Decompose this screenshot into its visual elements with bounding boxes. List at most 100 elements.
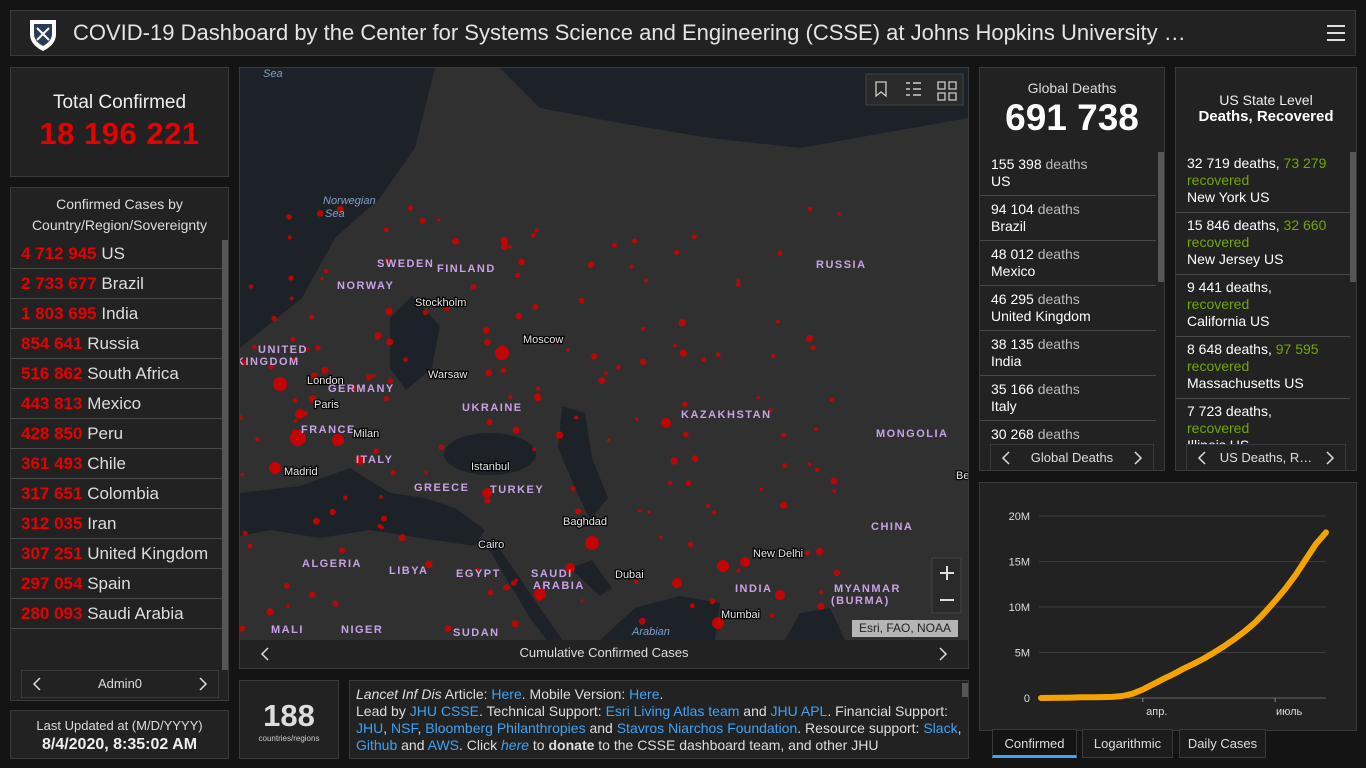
country-row[interactable]: 516 862 South Africa [11, 359, 222, 389]
case-dot [438, 444, 445, 451]
death-row[interactable]: 48 012 deaths Mexico [980, 241, 1156, 286]
case-dot [709, 598, 716, 605]
country-row[interactable]: 2 733 677 Brazil [11, 269, 222, 299]
country-row[interactable]: 443 813 Mexico [11, 389, 222, 419]
country-row[interactable]: 428 850 Peru [11, 419, 222, 449]
state-row[interactable]: 32 719 deaths, 73 279 recovered New York U… [1176, 151, 1350, 213]
case-dot [336, 205, 344, 213]
country-row[interactable]: 307 251 United Kingdom [11, 539, 222, 569]
prev[interactable] [260, 647, 270, 661]
tab[interactable]: Logarithmic [1082, 729, 1173, 758]
case-dot [295, 409, 305, 419]
link[interactable]: JHU CSSE [409, 703, 479, 719]
count: 35 166 [991, 381, 1034, 397]
case-dot [672, 578, 682, 588]
country-row[interactable]: 297 054 Spain [11, 569, 222, 599]
country: United Kingdom [87, 544, 209, 563]
list: 4 712 945 US 2 733 677 Brazil 1 803 695 In… [11, 239, 222, 629]
text: and [585, 720, 617, 736]
next[interactable] [1325, 451, 1335, 465]
death-row[interactable]: 155 398 deaths US [980, 151, 1156, 196]
case-dot [484, 497, 491, 504]
scrollbar[interactable] [1350, 152, 1356, 282]
tab[interactable]: Daily Cases [1179, 729, 1266, 758]
link[interactable]: JHU [356, 720, 384, 736]
scrollbar[interactable] [1158, 152, 1164, 282]
zoom-in[interactable] [940, 566, 954, 580]
case-dot [383, 395, 390, 402]
unit: deaths [1037, 246, 1080, 262]
grid-icon[interactable] [937, 81, 957, 101]
link[interactable]: Github [356, 737, 398, 753]
map-label: UKRAINE [462, 402, 523, 414]
menu-button[interactable] [1326, 24, 1346, 42]
state-row[interactable]: 9 441 deaths, recovered California US [1176, 275, 1350, 337]
state-row[interactable]: 7 723 deaths,recoveredIllinois US [1176, 399, 1350, 444]
text: and [739, 703, 771, 719]
case-dot [536, 594, 543, 601]
death-row[interactable]: 30 268 deaths [980, 421, 1156, 444]
link[interactable]: Esri Living Atlas team [605, 703, 740, 719]
country-row[interactable]: 280 093 Saudi Arabia [11, 599, 222, 629]
map-label: GREECE [414, 482, 469, 494]
tab[interactable]: Confirmed [992, 729, 1077, 758]
text: Lead by [356, 703, 410, 719]
text: . Financial Support: [827, 703, 948, 719]
map-label: London [307, 375, 344, 387]
prev[interactable] [1001, 451, 1011, 465]
list-icon[interactable] [906, 82, 921, 96]
scrollbar[interactable] [222, 240, 228, 670]
map-label: SWEDEN [377, 258, 434, 270]
case-dot [383, 227, 389, 233]
country-row[interactable]: 4 712 945 US [11, 239, 222, 269]
link[interactable]: Here [629, 686, 660, 702]
state-row[interactable]: 15 846 deaths, 32 660 recovered New Jersey… [1176, 213, 1350, 275]
text: Lancet Inf Dis [356, 686, 442, 702]
text: to [529, 737, 549, 753]
case-dot [532, 303, 539, 310]
country-row[interactable]: 312 035 Iran [11, 509, 222, 539]
country-row[interactable]: 1 803 695 India [11, 299, 222, 329]
case-dot [683, 431, 689, 438]
next[interactable] [938, 647, 948, 661]
case-dot [242, 530, 248, 536]
title: COVID-19 Dashboard by the Center for Sys… [73, 20, 1186, 45]
country-row[interactable]: 361 493 Chile [11, 449, 222, 479]
scrollbar[interactable] [962, 683, 968, 697]
country-row[interactable]: 317 651 Colombia [11, 479, 222, 509]
prev[interactable] [1197, 451, 1207, 465]
map-label: KINGDOM [240, 356, 300, 368]
case-dot [373, 448, 379, 455]
country-row[interactable]: 854 641 Russia [11, 329, 222, 359]
next[interactable] [1133, 451, 1143, 465]
case-dot [273, 377, 287, 391]
country-list: Confirmed Cases by Country/Region/Sovere… [10, 187, 229, 701]
case-dot [317, 210, 324, 217]
death-row[interactable]: 35 166 deaths Italy [980, 376, 1156, 421]
next[interactable] [198, 677, 208, 691]
case-dot [269, 462, 281, 474]
link[interactable]: Here [491, 686, 522, 702]
link[interactable]: Slack [923, 720, 958, 736]
link[interactable]: Stavros Niarchos Foundation [616, 720, 798, 736]
death-row[interactable]: 46 295 deaths United Kingdom [980, 286, 1156, 331]
link[interactable]: NSF [391, 720, 418, 736]
case-dot [515, 312, 523, 320]
case-dot [689, 603, 695, 609]
bookmark-icon[interactable] [875, 81, 887, 98]
map-label: ITALY [356, 454, 393, 466]
death-row[interactable]: 94 104 deaths Brazil [980, 196, 1156, 241]
map-label: Istanbul [471, 461, 510, 473]
death-row[interactable]: 38 135 deaths India [980, 331, 1156, 376]
link[interactable]: Bloomberg Philanthropies [425, 720, 586, 736]
state-row[interactable]: 8 648 deaths, 97 595 recovered Massachuset… [1176, 337, 1350, 399]
case-dot [483, 327, 490, 334]
case-dot [312, 517, 320, 525]
map-label: Mumbai [721, 609, 760, 621]
link[interactable]: here [501, 737, 530, 753]
link[interactable]: JHU APL [770, 703, 828, 719]
prev[interactable] [32, 677, 42, 691]
link[interactable]: AWS [427, 737, 459, 753]
recovered: 32 660 [1283, 217, 1327, 233]
